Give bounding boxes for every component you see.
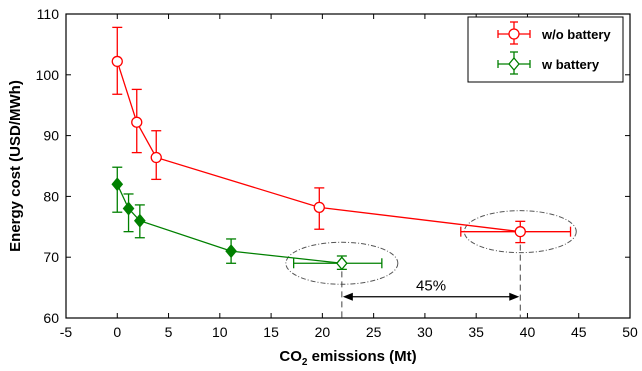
legend-marker xyxy=(508,56,520,72)
x-tick-label: 45 xyxy=(571,324,587,340)
legend-label: w battery xyxy=(541,57,600,72)
y-tick-label: 90 xyxy=(43,128,59,144)
x-tick-label: -5 xyxy=(60,324,73,340)
x-tick-label: 30 xyxy=(417,324,433,340)
data-point xyxy=(313,201,325,213)
legend-marker xyxy=(508,28,520,40)
data-point xyxy=(225,244,237,259)
legend-label: w/o battery xyxy=(541,27,611,42)
x-tick-label: 10 xyxy=(212,324,228,340)
x-tick-label: 15 xyxy=(263,324,279,340)
x-tick-label: 50 xyxy=(622,324,638,340)
data-point xyxy=(122,201,135,216)
data-point xyxy=(133,213,146,228)
x-axis-label: CO2 emissions (Mt) xyxy=(279,348,416,368)
data-point xyxy=(131,116,143,128)
x-tick-label: 35 xyxy=(468,324,484,340)
data-point xyxy=(111,177,124,192)
y-tick-label: 100 xyxy=(36,67,60,83)
data-point xyxy=(150,151,162,164)
x-tick-label: 20 xyxy=(315,324,331,340)
annotation-arrowhead-right xyxy=(509,292,520,301)
data-point xyxy=(514,226,526,238)
annotation-label: 45% xyxy=(416,278,446,295)
x-tick-label: 0 xyxy=(113,324,121,340)
data-point xyxy=(336,256,348,271)
x-tick-label: 25 xyxy=(366,324,382,340)
plot-frame xyxy=(65,13,631,319)
y-axis-label: Energy cost (USD/MWh) xyxy=(7,80,24,252)
y-tick-label: 60 xyxy=(43,310,59,326)
annotation-arrowhead-left xyxy=(342,292,353,301)
y-tick-label: 110 xyxy=(37,6,60,22)
legend-box xyxy=(467,16,624,83)
y-tick-label: 80 xyxy=(43,188,59,204)
x-tick-label: 5 xyxy=(165,324,173,340)
x-tick-label: 40 xyxy=(520,324,536,340)
data-point xyxy=(111,55,123,68)
y-tick-label: 70 xyxy=(43,249,59,265)
